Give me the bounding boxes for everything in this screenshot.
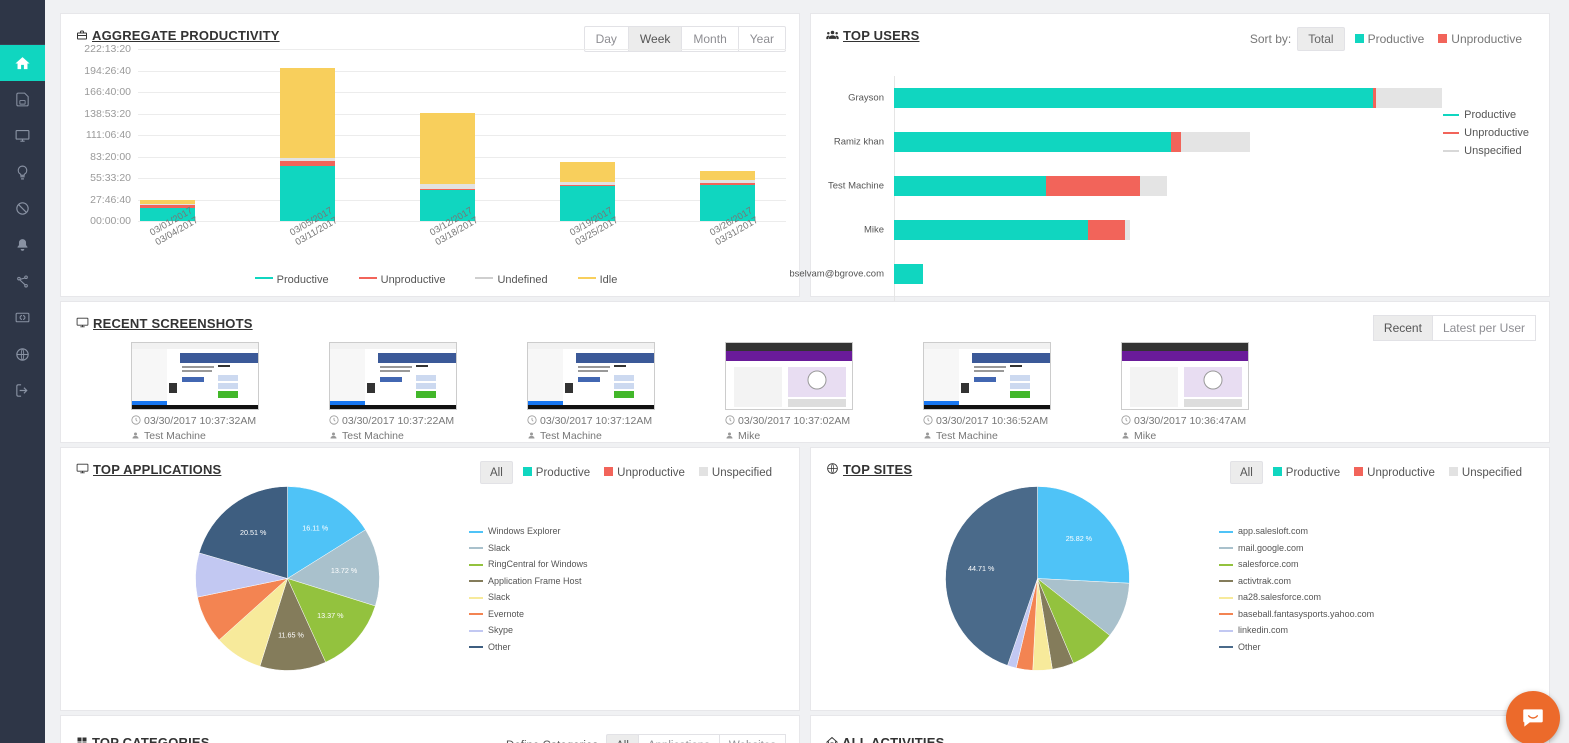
svg-text:44.71 %: 44.71 % [968,564,995,573]
svg-text:13.37 %: 13.37 % [317,611,344,620]
svg-text:16.11 %: 16.11 % [302,524,328,533]
svg-text:25.82 %: 25.82 % [1066,534,1093,543]
svg-text:20.51 %: 20.51 % [240,528,267,537]
svg-text:11.65 %: 11.65 % [278,630,304,639]
svg-text:13.72 %: 13.72 % [331,566,358,575]
